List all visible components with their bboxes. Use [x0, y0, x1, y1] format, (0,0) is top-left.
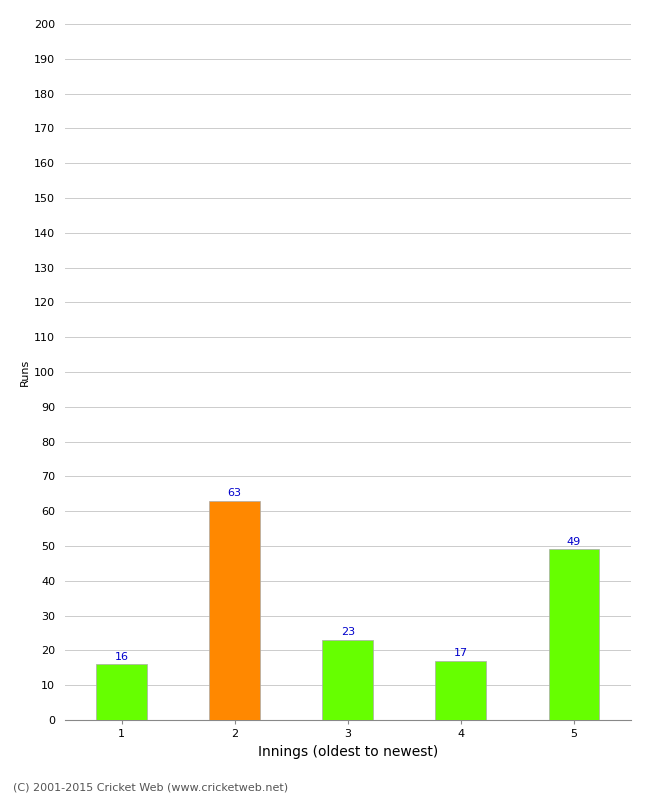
Bar [322, 640, 373, 720]
Text: 17: 17 [454, 648, 468, 658]
Text: 49: 49 [567, 537, 581, 546]
Text: (C) 2001-2015 Cricket Web (www.cricketweb.net): (C) 2001-2015 Cricket Web (www.cricketwe… [13, 782, 288, 792]
Text: 23: 23 [341, 627, 355, 637]
Text: 16: 16 [114, 651, 129, 662]
Text: 63: 63 [227, 488, 242, 498]
Bar [436, 661, 486, 720]
Bar [96, 664, 147, 720]
Bar [209, 501, 260, 720]
Y-axis label: Runs: Runs [20, 358, 30, 386]
Bar [549, 550, 599, 720]
X-axis label: Innings (oldest to newest): Innings (oldest to newest) [257, 745, 438, 758]
